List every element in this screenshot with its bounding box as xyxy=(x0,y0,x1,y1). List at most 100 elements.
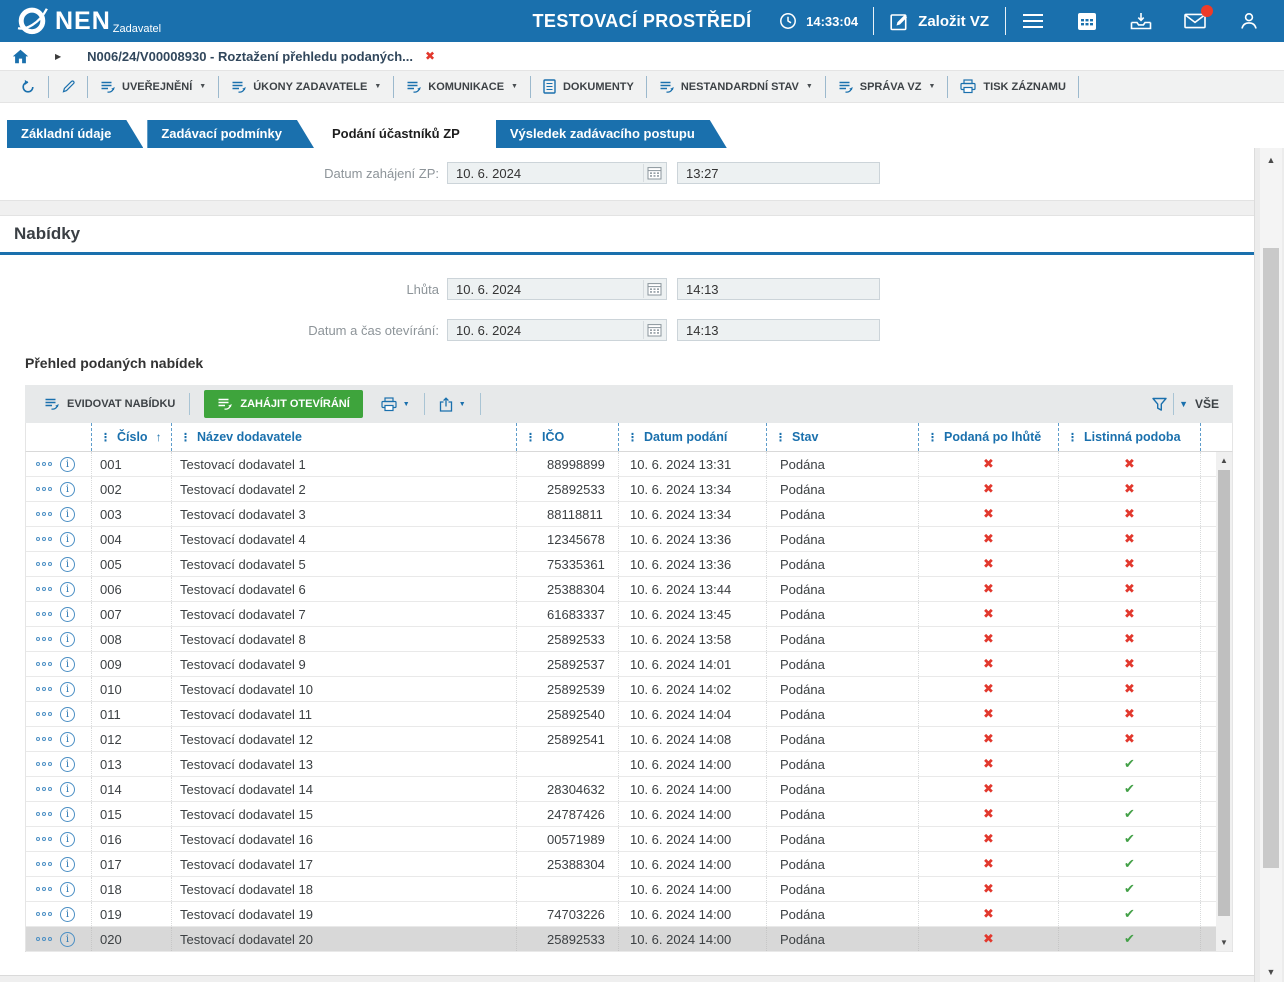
column-header-nazev-dodavatele[interactable]: ⋮ Název dodavatele xyxy=(171,423,516,451)
toolbar-button-sprava-vz[interactable]: SPRÁVA VZ ▼ xyxy=(826,75,949,98)
row-menu-icon[interactable] xyxy=(36,937,52,941)
table-row[interactable]: i 018 Testovací dodavatel 18 10. 6. 2024 14… xyxy=(26,877,1232,902)
toolbar-button-pencil[interactable] xyxy=(49,75,88,98)
filter-icon[interactable] xyxy=(1151,397,1168,412)
info-icon[interactable]: i xyxy=(60,606,75,622)
info-icon[interactable]: i xyxy=(60,681,75,697)
table-row[interactable]: i 014 Testovací dodavatel 14 28304632 10. 6.… xyxy=(26,777,1232,802)
scroll-up-icon[interactable]: ▲ xyxy=(1220,456,1228,465)
row-menu-icon[interactable] xyxy=(36,662,52,666)
column-header-listinna-podoba[interactable]: ⋮ Listinná podoba xyxy=(1058,423,1200,451)
tab-podani-ucastniku-zp[interactable]: Podání účastníků ZP xyxy=(318,120,492,148)
info-icon[interactable]: i xyxy=(60,831,75,847)
info-icon[interactable]: i xyxy=(60,556,75,572)
row-menu-icon[interactable] xyxy=(36,837,52,841)
time-input-zahajeni[interactable]: 13:27 xyxy=(677,162,880,184)
filter-preset-caret-icon[interactable]: ▼ xyxy=(1179,399,1188,409)
row-menu-icon[interactable] xyxy=(36,537,52,541)
info-icon[interactable]: i xyxy=(60,856,75,872)
row-menu-icon[interactable] xyxy=(36,637,52,641)
row-menu-icon[interactable] xyxy=(36,787,52,791)
calendar-button[interactable] xyxy=(1060,0,1114,42)
column-menu-icon[interactable]: ⋮ xyxy=(627,431,638,444)
export-button[interactable]: ▼ xyxy=(430,396,475,412)
toolbar-button-nestandardni-stav[interactable]: NESTANDARDNÍ STAV ▼ xyxy=(647,75,826,98)
user-button[interactable] xyxy=(1222,0,1276,42)
main-menu-button[interactable] xyxy=(1006,0,1060,42)
evidovat-nabidku-button[interactable]: EVIDOVAT NABÍDKU xyxy=(35,392,184,416)
messages-button[interactable] xyxy=(1168,0,1222,42)
toolbar-button-refresh[interactable] xyxy=(8,75,49,98)
row-menu-icon[interactable] xyxy=(36,512,52,516)
column-header-stav[interactable]: ⋮ Stav xyxy=(766,423,918,451)
scroll-down-icon[interactable]: ▼ xyxy=(1266,967,1276,977)
tab-vysledek-zadavaciho-postupu[interactable]: Výsledek zadávacího postupu xyxy=(496,120,727,148)
info-icon[interactable]: i xyxy=(60,881,75,897)
info-icon[interactable]: i xyxy=(60,706,75,722)
scroll-up-icon[interactable]: ▲ xyxy=(1266,155,1276,165)
table-scrollbar[interactable]: ▲ ▼ xyxy=(1216,452,1232,951)
column-header-ico[interactable]: ⋮ IČO xyxy=(516,423,618,451)
table-row[interactable]: i 009 Testovací dodavatel 9 25892537 10. 6. … xyxy=(26,652,1232,677)
info-icon[interactable]: i xyxy=(60,906,75,922)
row-menu-icon[interactable] xyxy=(36,762,52,766)
info-icon[interactable]: i xyxy=(60,506,75,522)
table-row[interactable]: i 006 Testovací dodavatel 6 25388304 10. 6. … xyxy=(26,577,1232,602)
info-icon[interactable]: i xyxy=(60,756,75,772)
scroll-down-icon[interactable]: ▼ xyxy=(1220,938,1228,947)
column-header-cislo[interactable]: ⋮ Číslo ↑ xyxy=(91,423,171,451)
row-menu-icon[interactable] xyxy=(36,612,52,616)
table-row[interactable]: i 012 Testovací dodavatel 12 25892541 10. 6.… xyxy=(26,727,1232,752)
date-input-otevirani[interactable]: 10. 6. 2024 xyxy=(447,319,667,341)
row-menu-icon[interactable] xyxy=(36,462,52,466)
table-row[interactable]: i 002 Testovací dodavatel 2 25892533 10. 6. … xyxy=(26,477,1232,502)
column-header-podana-po-lhute[interactable]: ⋮ Podaná po lhůtě xyxy=(918,423,1058,451)
tab-zakladni-udaje[interactable]: Základní údaje xyxy=(7,120,143,148)
calendar-picker-icon[interactable] xyxy=(643,164,665,182)
filter-preset-label[interactable]: VŠE xyxy=(1194,397,1219,411)
home-button[interactable] xyxy=(12,49,29,64)
time-input-otevirani[interactable]: 14:13 xyxy=(677,319,880,341)
toolbar-button-komunikace[interactable]: KOMUNIKACE ▼ xyxy=(394,75,531,98)
table-row[interactable]: i 013 Testovací dodavatel 13 10. 6. 2024 14… xyxy=(26,752,1232,777)
table-row[interactable]: i 001 Testovací dodavatel 1 88998899 10. 6. … xyxy=(26,452,1232,477)
zahajit-otevirani-button[interactable]: ZAHÁJIT OTEVÍRÁNÍ xyxy=(204,390,363,418)
row-menu-icon[interactable] xyxy=(36,687,52,691)
table-row[interactable]: i 017 Testovací dodavatel 17 25388304 10. 6.… xyxy=(26,852,1232,877)
info-icon[interactable]: i xyxy=(60,581,75,597)
info-icon[interactable]: i xyxy=(60,731,75,747)
table-row[interactable]: i 020 Testovací dodavatel 20 25892533 10. 6.… xyxy=(26,927,1232,952)
info-icon[interactable]: i xyxy=(60,931,75,947)
toolbar-button-ukony-zadavatele[interactable]: ÚKONY ZADAVATELE ▼ xyxy=(219,75,395,98)
info-icon[interactable]: i xyxy=(60,456,75,472)
tab-zadavaci-podminky[interactable]: Zadávací podmínky xyxy=(147,120,314,148)
row-menu-icon[interactable] xyxy=(36,887,52,891)
row-menu-icon[interactable] xyxy=(36,587,52,591)
row-menu-icon[interactable] xyxy=(36,562,52,566)
table-row[interactable]: i 004 Testovací dodavatel 4 12345678 10. 6. … xyxy=(26,527,1232,552)
table-row[interactable]: i 008 Testovací dodavatel 8 25892533 10. 6. … xyxy=(26,627,1232,652)
table-row[interactable]: i 010 Testovací dodavatel 10 25892539 10. 6.… xyxy=(26,677,1232,702)
info-icon[interactable]: i xyxy=(60,806,75,822)
page-scrollbar-track[interactable]: ▲ ▼ xyxy=(1260,148,1282,982)
info-icon[interactable]: i xyxy=(60,531,75,547)
row-menu-icon[interactable] xyxy=(36,862,52,866)
breadcrumb-item[interactable]: N006/24/V00008930 - Roztažení přehledu p… xyxy=(87,48,414,64)
row-menu-icon[interactable] xyxy=(36,712,52,716)
info-icon[interactable]: i xyxy=(60,631,75,647)
column-menu-icon[interactable]: ⋮ xyxy=(1067,431,1078,444)
column-menu-icon[interactable]: ⋮ xyxy=(100,431,111,444)
calendar-picker-icon[interactable] xyxy=(643,321,665,339)
table-row[interactable]: i 005 Testovací dodavatel 5 75335361 10. 6. … xyxy=(26,552,1232,577)
info-icon[interactable]: i xyxy=(60,656,75,672)
toolbar-button-uverejneni[interactable]: UVEŘEJNĚNÍ ▼ xyxy=(88,75,220,98)
table-row[interactable]: i 015 Testovací dodavatel 15 24787426 10. 6.… xyxy=(26,802,1232,827)
print-options-button[interactable]: ▼ xyxy=(372,396,419,412)
toolbar-button-dokumenty[interactable]: DOKUMENTY xyxy=(531,75,647,98)
table-scrollbar-thumb[interactable] xyxy=(1218,470,1230,916)
app-logo[interactable]: NEN Zadavatel xyxy=(0,2,161,40)
table-row[interactable]: i 003 Testovací dodavatel 3 88118811 10. 6. … xyxy=(26,502,1232,527)
create-vz-button[interactable]: Založit VZ xyxy=(874,12,1005,31)
inbox-button[interactable] xyxy=(1114,0,1168,42)
info-icon[interactable]: i xyxy=(60,781,75,797)
